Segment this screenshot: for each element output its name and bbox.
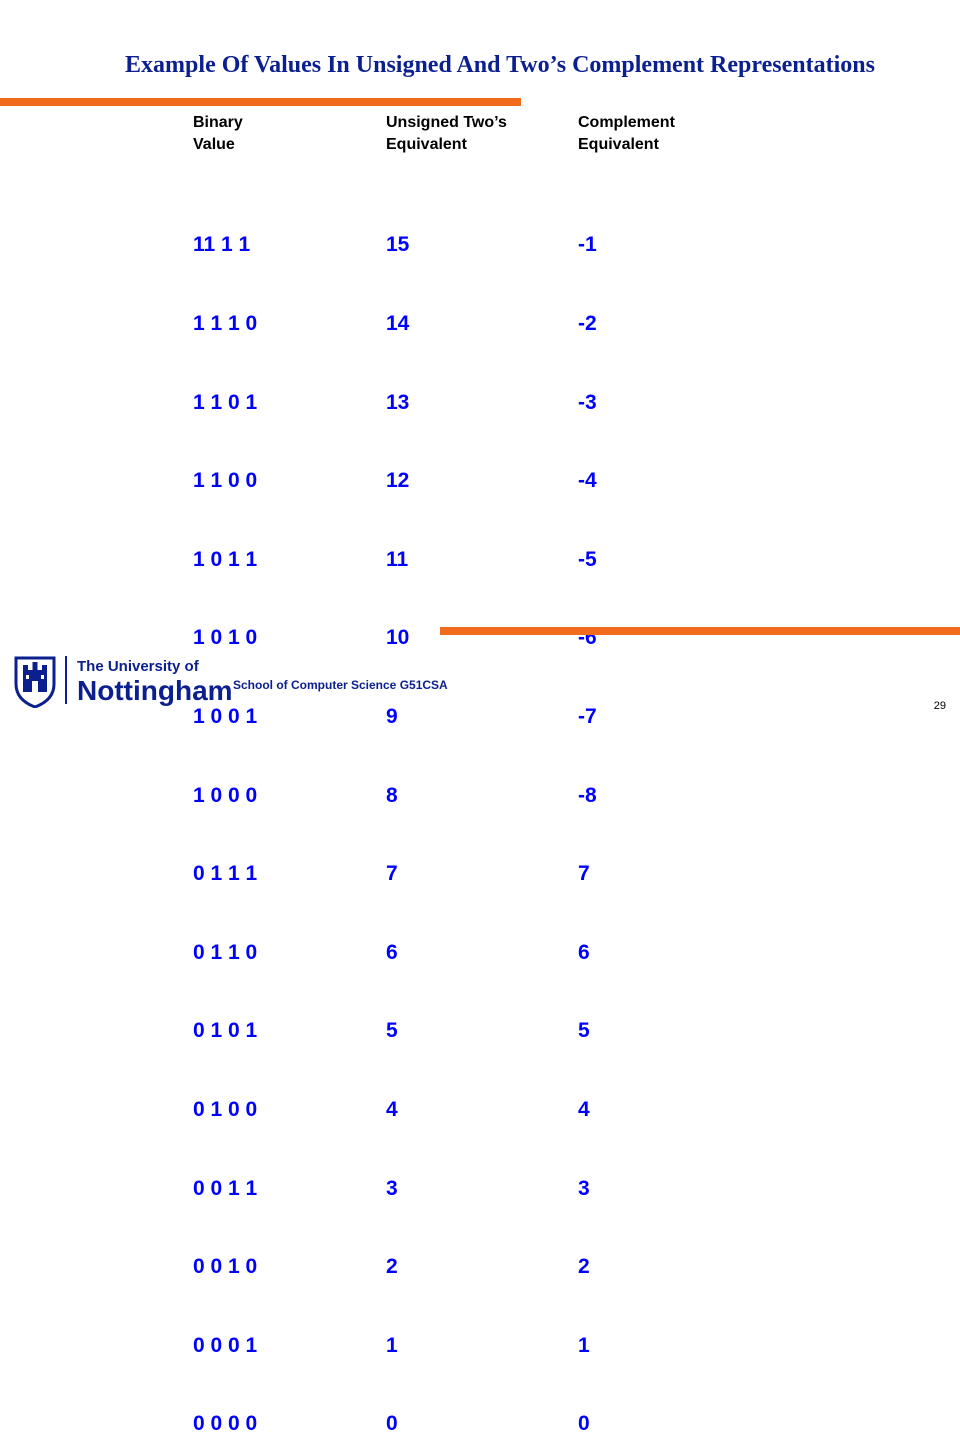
binary-cell: 0 1 1 0 bbox=[193, 940, 258, 964]
unsigned-cell: 0 bbox=[386, 1412, 398, 1436]
twos-cell: -3 bbox=[578, 390, 597, 414]
twos-cell: -1 bbox=[578, 233, 597, 257]
binary-cell: 11 1 1 bbox=[193, 233, 251, 257]
twos-cell: -4 bbox=[578, 469, 597, 493]
binary-cell: 0 1 0 0 bbox=[193, 1097, 258, 1121]
unsigned-cell: 4 bbox=[386, 1097, 398, 1121]
twos-cell: -8 bbox=[578, 783, 597, 807]
binary-header-line1: Binary bbox=[193, 114, 243, 131]
university-line2: Nottingham bbox=[77, 675, 233, 706]
binary-cell: 0 1 0 1 bbox=[193, 1019, 258, 1043]
unsigned-column: 15 14 13 12 11 10 9 8 7 6 5 4 3 2 1 0 bbox=[386, 180, 409, 1440]
unsigned-cell: 7 bbox=[386, 862, 398, 886]
unsigned-cell: 5 bbox=[386, 1019, 398, 1043]
twos-cell: 4 bbox=[578, 1097, 590, 1121]
binary-cell: 1 1 0 0 bbox=[193, 469, 258, 493]
course-footer: School of Computer Science G51CSA bbox=[233, 678, 448, 692]
twos-header-line1: Complement bbox=[578, 114, 675, 131]
binary-cell: 0 1 1 1 bbox=[193, 862, 258, 886]
binary-cell: 1 0 0 1 bbox=[193, 704, 258, 728]
unsigned-cell: 6 bbox=[386, 940, 398, 964]
unsigned-header-line2: Equivalent bbox=[386, 136, 467, 153]
unsigned-header: Unsigned Two’s Equivalent bbox=[386, 112, 507, 156]
binary-cell: 0 0 1 0 bbox=[193, 1255, 258, 1279]
unsigned-header-line1: Unsigned Two’s bbox=[386, 114, 507, 131]
binary-cell: 1 1 1 0 bbox=[193, 312, 258, 335]
twos-header-line2: Equivalent bbox=[578, 136, 659, 153]
twos-cell: 0 bbox=[578, 1412, 590, 1436]
unsigned-cell: 10 bbox=[386, 626, 410, 650]
top-accent-bar bbox=[0, 98, 521, 106]
unsigned-cell: 8 bbox=[386, 783, 398, 807]
twos-cell: 6 bbox=[578, 940, 590, 964]
binary-cell: 0 0 1 1 bbox=[193, 1176, 258, 1200]
unsigned-cell: 11 bbox=[386, 547, 409, 571]
twos-cell: -7 bbox=[578, 704, 597, 728]
bottom-accent-bar bbox=[440, 627, 960, 635]
binary-cell: 1 0 1 0 bbox=[193, 626, 258, 650]
unsigned-cell: 3 bbox=[386, 1176, 398, 1200]
slide-title: Example Of Values In Unsigned And Two’s … bbox=[125, 52, 875, 78]
university-crest-icon bbox=[14, 656, 56, 708]
university-wordmark: The University of Nottingham bbox=[77, 658, 233, 706]
twos-complement-column: -1 -2 -3 -4 -5 -6 -7 -8 7 6 5 4 3 2 1 0 bbox=[578, 180, 597, 1440]
unsigned-cell: 2 bbox=[386, 1255, 398, 1279]
binary-header-line2: Value bbox=[193, 136, 235, 153]
binary-cell: 1 0 0 0 bbox=[193, 783, 258, 807]
twos-cell: -2 bbox=[578, 312, 597, 335]
logo-divider bbox=[65, 656, 67, 704]
binary-cell: 1 0 1 1 bbox=[193, 547, 258, 571]
unsigned-cell: 15 bbox=[386, 233, 410, 257]
twos-complement-header: Complement Equivalent bbox=[578, 112, 675, 156]
twos-cell: -5 bbox=[578, 547, 597, 571]
binary-cell: 0 0 0 0 bbox=[193, 1412, 258, 1436]
unsigned-cell: 9 bbox=[386, 704, 398, 728]
unsigned-cell: 1 bbox=[386, 1333, 398, 1357]
twos-cell: 1 bbox=[578, 1333, 590, 1357]
university-line1: The University of bbox=[77, 658, 199, 675]
unsigned-cell: 13 bbox=[386, 390, 410, 414]
binary-cell: 0 0 0 1 bbox=[193, 1333, 258, 1357]
twos-cell: 5 bbox=[578, 1019, 590, 1043]
unsigned-cell: 14 bbox=[386, 312, 410, 335]
twos-cell: 3 bbox=[578, 1176, 590, 1200]
binary-column: 11 1 1 1 1 1 0 1 1 0 1 1 1 0 0 1 0 1 1 1… bbox=[193, 180, 257, 1440]
unsigned-cell: 12 bbox=[386, 469, 410, 493]
twos-cell: 2 bbox=[578, 1255, 590, 1279]
twos-cell: 7 bbox=[578, 862, 590, 886]
binary-value-header: Binary Value bbox=[193, 112, 243, 156]
page-number: 29 bbox=[933, 700, 946, 712]
binary-cell: 1 1 0 1 bbox=[193, 390, 258, 414]
